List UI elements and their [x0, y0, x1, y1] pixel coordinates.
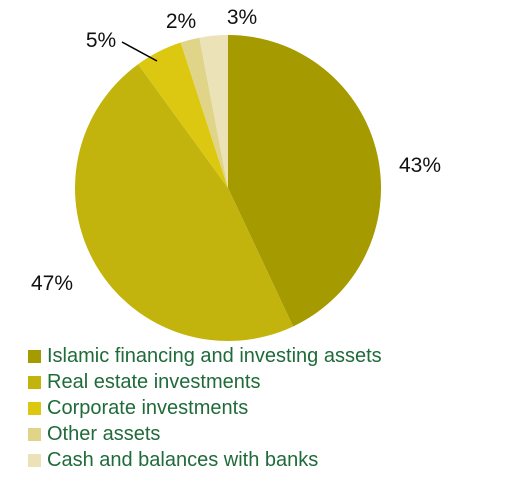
legend-item-islamic-financing-and-investing-assets: Islamic financing and investing assets: [28, 343, 382, 369]
pie-slices: [75, 35, 381, 341]
pie-percent-labels: 43% 47% 5% 2% 3%: [31, 6, 441, 295]
legend-item-real-estate-investments: Real estate investments: [28, 369, 382, 395]
legend-item-other-assets: Other assets: [28, 421, 382, 447]
pie-slice-islamic-financing-and-investing-assets: [228, 35, 381, 327]
legend-item-corporate-investments: Corporate investments: [28, 395, 382, 421]
slice-label-islamic-financing-and-investing-assets: 43%: [399, 154, 441, 177]
legend-swatch: [28, 427, 41, 441]
slice-label-other-assets: 2%: [166, 10, 196, 33]
legend-item-cash-and-balances-with-banks: Cash and balances with banks: [28, 447, 382, 473]
legend-label: Other assets: [47, 423, 161, 445]
legend-swatch: [28, 401, 41, 415]
pie-slice-corporate-investments: [138, 42, 228, 188]
legend-label: Corporate investments: [47, 397, 249, 419]
slice-label-corporate-investments: 5%: [86, 29, 116, 52]
chart-legend: Islamic financing and investing assets Re…: [28, 343, 382, 473]
slice-label-real-estate-investments: 47%: [31, 272, 73, 295]
legend-swatch: [28, 375, 41, 389]
legend-label: Islamic financing and investing assets: [47, 345, 382, 367]
legend-label: Cash and balances with banks: [47, 449, 319, 471]
slice-label-cash-and-balances-with-banks: 3%: [227, 6, 257, 29]
pie-slice-other-assets: [180, 37, 228, 189]
legend-swatch: [28, 453, 41, 467]
legend-swatch: [28, 349, 41, 363]
pie-slice-real-estate-investments: [75, 64, 294, 341]
pie-slice-cash-and-balances-with-banks: [199, 35, 228, 188]
leader-line-corporate-investments: [121, 41, 158, 62]
legend-label: Real estate investments: [47, 371, 261, 393]
